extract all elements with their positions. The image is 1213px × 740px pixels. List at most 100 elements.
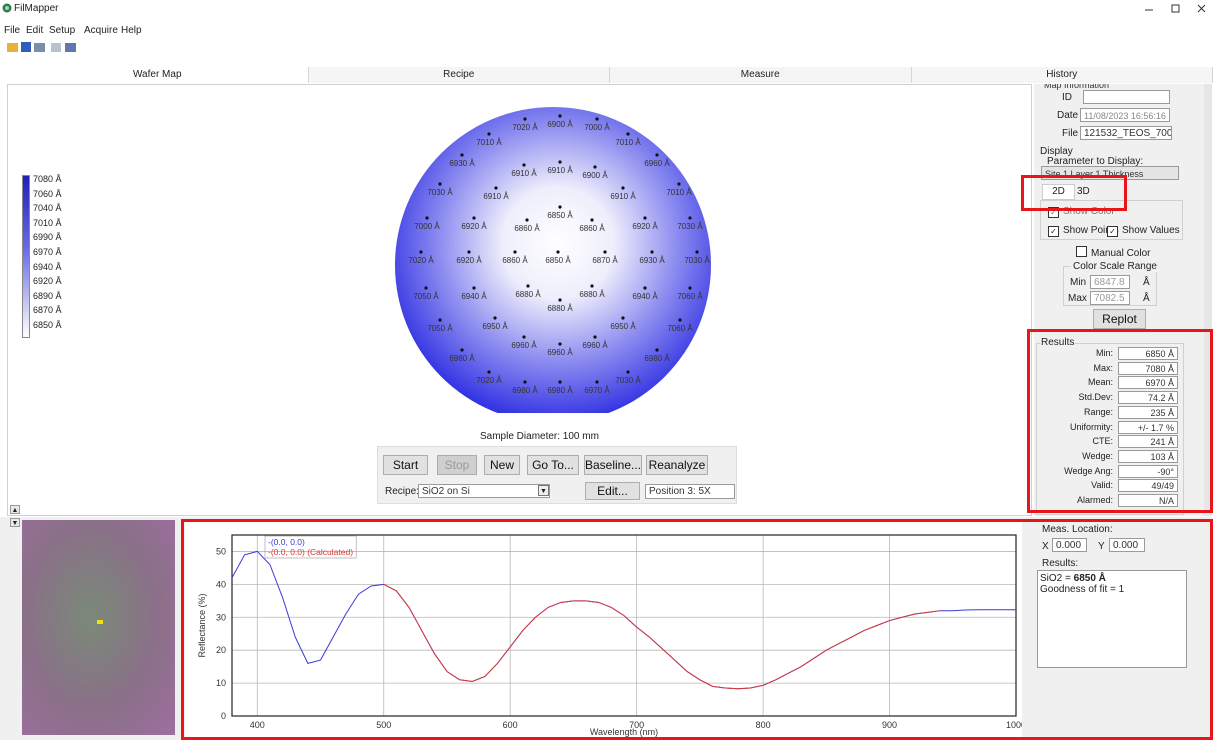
- site-point: [487, 370, 490, 373]
- site-value: 7020 Å: [408, 256, 434, 265]
- site-point: [424, 286, 427, 289]
- button[interactable]: Reanalyze: [646, 455, 708, 475]
- site-value: 7030 Å: [615, 376, 641, 385]
- result-value: 235 Å: [1118, 406, 1178, 419]
- result-label: Mean:: [1040, 377, 1113, 387]
- parameter-select[interactable]: Site 1 Layer 1 Thickness: [1041, 166, 1179, 180]
- tool-icon[interactable]: [51, 43, 61, 52]
- collapse-button[interactable]: ▲: [10, 505, 20, 514]
- menu-item[interactable]: Edit: [26, 25, 43, 36]
- site-value: 7000 Å: [414, 222, 440, 231]
- edit-button[interactable]: Edit...: [585, 482, 640, 500]
- goodness: Goodness of fit = 1: [1040, 584, 1184, 595]
- id-field[interactable]: [1083, 90, 1170, 104]
- results-title: Results: [1040, 337, 1075, 348]
- site-value: 7010 Å: [615, 138, 641, 147]
- scale-label: 6890 Å: [33, 291, 62, 301]
- manual-color-label: Manual Color: [1091, 248, 1150, 259]
- max-label: Max: [1068, 293, 1087, 304]
- x-label: X: [1042, 541, 1049, 552]
- site-value: 6970 Å: [584, 386, 610, 395]
- site-point: [558, 114, 561, 117]
- x-field[interactable]: 0.000: [1052, 538, 1087, 552]
- fit-value: 6850 Å: [1074, 573, 1106, 584]
- x-axis-label: Wavelength (nm): [590, 727, 658, 737]
- sample-diameter: Sample Diameter: 100 mm: [480, 431, 599, 442]
- site-value: 6940 Å: [632, 292, 658, 301]
- tab[interactable]: Wafer Map: [7, 67, 309, 83]
- button[interactable]: Start: [383, 455, 428, 475]
- site-value: 6920 Å: [632, 222, 658, 231]
- date-label: Date: [1057, 110, 1078, 121]
- site-point: [643, 286, 646, 289]
- site-value: 6980 Å: [449, 354, 475, 363]
- show-color[interactable]: ✓Show Color: [1048, 206, 1115, 218]
- print-icon[interactable]: [34, 43, 45, 52]
- menu-item[interactable]: Acquire: [84, 25, 118, 36]
- camera-marker: [97, 620, 103, 624]
- button[interactable]: Baseline...: [584, 455, 642, 475]
- result-value: 6970 Å: [1118, 376, 1178, 389]
- site-value: 6850 Å: [545, 256, 571, 265]
- site-point: [688, 286, 691, 289]
- replot-button[interactable]: Replot: [1093, 309, 1146, 329]
- button[interactable]: Stop: [437, 455, 477, 475]
- menu-item[interactable]: Setup: [49, 25, 75, 36]
- tab[interactable]: Measure: [610, 67, 912, 83]
- result-label: Min:: [1040, 348, 1113, 358]
- tab-3d[interactable]: 3D: [1077, 186, 1090, 197]
- manual-color[interactable]: Manual Color: [1076, 246, 1150, 259]
- location-label: Meas. Location:: [1042, 524, 1113, 535]
- site-point: [593, 165, 596, 168]
- scrollbar[interactable]: [1204, 84, 1212, 516]
- button[interactable]: New: [484, 455, 520, 475]
- site-point: [438, 182, 441, 185]
- result-value: 74.2 Å: [1118, 391, 1178, 404]
- y-tick-label: 10: [216, 678, 226, 688]
- site-value: 6940 Å: [461, 292, 487, 301]
- save-icon[interactable]: [21, 42, 31, 52]
- tab-2d[interactable]: 2D: [1042, 184, 1075, 200]
- button[interactable]: Go To...: [527, 455, 579, 475]
- tool-icon[interactable]: [65, 43, 76, 52]
- y-tick-label: 30: [216, 612, 226, 622]
- site-point: [558, 298, 561, 301]
- site-value: 6980 Å: [644, 354, 670, 363]
- site-point: [460, 348, 463, 351]
- site-point: [558, 342, 561, 345]
- site-point: [643, 216, 646, 219]
- site-value: 6860 Å: [579, 224, 605, 233]
- y-field[interactable]: 0.000: [1109, 538, 1145, 552]
- result-value: 7080 Å: [1118, 362, 1178, 375]
- expand-button[interactable]: ▼: [10, 518, 20, 527]
- site-point: [472, 216, 475, 219]
- dropdown-arrow[interactable]: ▼: [538, 485, 549, 496]
- result-label: Alarmed:: [1040, 495, 1113, 505]
- show-values[interactable]: ✓Show Values: [1107, 225, 1180, 237]
- tab[interactable]: History: [912, 67, 1213, 83]
- site-point: [626, 370, 629, 373]
- site-value: 7050 Å: [427, 324, 453, 333]
- site-value: 7030 Å: [677, 222, 703, 231]
- app-icon: [2, 3, 12, 13]
- menu-item[interactable]: File: [4, 25, 20, 36]
- show-color-label: Show Color: [1063, 206, 1115, 217]
- site-point: [525, 218, 528, 221]
- maximize[interactable]: [1172, 5, 1179, 12]
- site-value: 7030 Å: [684, 256, 710, 265]
- position-select[interactable]: Position 3: 5X: [645, 484, 735, 499]
- recipe-select[interactable]: SiO2 on Si: [418, 484, 550, 498]
- site-point: [513, 250, 516, 253]
- result-label: Valid:: [1040, 480, 1113, 490]
- result-value: 103 Å: [1118, 450, 1178, 463]
- scale-label: 6940 Å: [33, 262, 62, 272]
- scale-label: 6990 Å: [33, 232, 62, 242]
- min-label: Min: [1070, 277, 1086, 288]
- menu-item[interactable]: Help: [121, 25, 142, 36]
- open-icon[interactable]: [7, 43, 18, 52]
- site-value: 6980 Å: [512, 386, 538, 395]
- result-value: 6850 Å: [1118, 347, 1178, 360]
- close[interactable]: [1198, 5, 1205, 12]
- tab[interactable]: Recipe: [309, 67, 611, 83]
- min-field: 6847.8: [1090, 275, 1130, 289]
